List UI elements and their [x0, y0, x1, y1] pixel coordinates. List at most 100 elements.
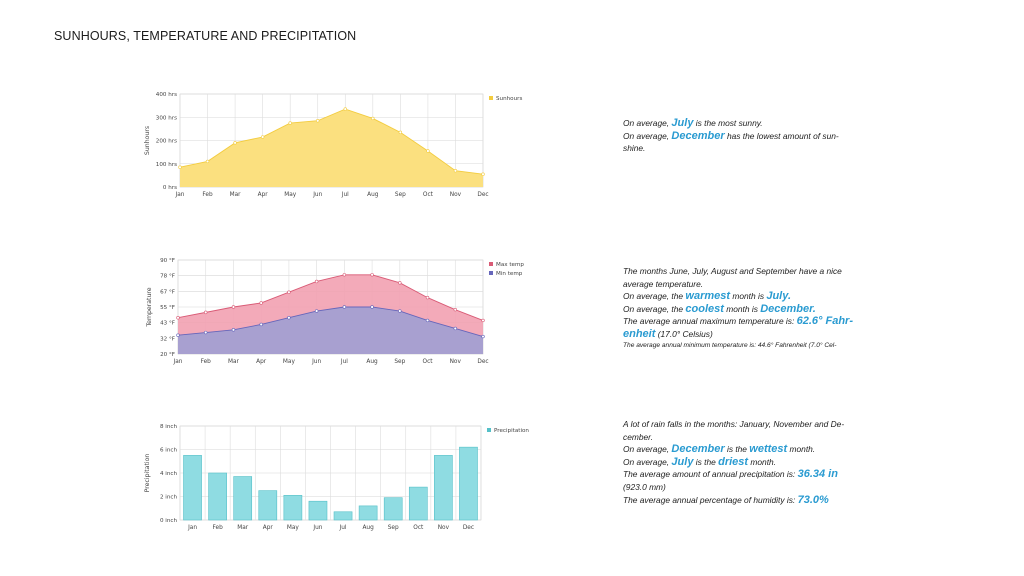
- legend-swatch: [489, 271, 493, 275]
- data-point: [176, 333, 180, 337]
- text: The average amount of annual precipitati…: [623, 469, 798, 480]
- data-point: [233, 141, 237, 145]
- wettest-month: December: [671, 443, 725, 456]
- avg-max-temp: 62.6° Fahr- enheit: [623, 315, 854, 340]
- data-point: [371, 116, 375, 121]
- x-tick-label: Aug: [366, 359, 378, 365]
- bar: [233, 476, 253, 521]
- data-point: [178, 165, 182, 169]
- data-point: [453, 307, 457, 312]
- text: month.: [748, 456, 777, 467]
- x-tick-label: Jul: [339, 525, 347, 531]
- legend-label: Max temp: [496, 262, 524, 268]
- text: On average, the: [623, 303, 686, 314]
- data-point: [453, 326, 457, 331]
- data-point: [342, 305, 347, 309]
- y-axis-title: Precipitation: [144, 454, 151, 493]
- y-tick-label: 78 °F: [160, 274, 175, 280]
- data-point: [425, 295, 430, 300]
- text: On average,: [623, 444, 672, 455]
- x-tick-label: Jan: [187, 525, 197, 531]
- coolest-label: coolest: [685, 302, 724, 315]
- driest-line: On average, July is the driest month.: [623, 456, 863, 469]
- warmest-month: July.: [766, 290, 792, 303]
- data-point: [343, 107, 347, 111]
- x-tick-label: Feb: [201, 359, 212, 365]
- bar: [183, 455, 202, 521]
- data-point: [481, 318, 485, 323]
- x-tick-label: Aug: [362, 525, 374, 531]
- data-point: [426, 149, 430, 153]
- x-tick-label: Sep: [395, 192, 406, 198]
- data-point: [259, 322, 263, 327]
- data-point: [342, 273, 347, 277]
- x-tick-label: Sep: [388, 525, 399, 531]
- bar: [459, 446, 478, 521]
- bar: [283, 495, 303, 521]
- data-point: [370, 305, 374, 309]
- data-point: [398, 130, 403, 135]
- legend-swatch: [489, 262, 493, 266]
- x-tick-label: Mar: [228, 359, 240, 365]
- y-tick-label: 8 inch: [160, 424, 178, 430]
- wettest-label: wettest: [749, 443, 788, 456]
- data-point: [231, 305, 236, 309]
- sunhours-info: On average, July is the most sunny. On a…: [623, 117, 863, 155]
- series-line: [177, 274, 484, 321]
- x-tick-label: Oct: [413, 525, 424, 531]
- data-point: [204, 330, 208, 335]
- bar: [434, 455, 453, 521]
- annual-precip: 36.34 in: [797, 468, 838, 481]
- bar: [333, 511, 353, 521]
- y-tick-label: 20 °F: [160, 352, 175, 358]
- y-tick-label: 67 °F: [160, 289, 175, 295]
- annual-precip-line: The average amount of annual precipitati…: [623, 468, 863, 493]
- x-tick-label: Apr: [258, 192, 269, 198]
- data-point: [481, 334, 485, 339]
- sunhours-chart: 0 hrs 100 hrs 200 hrs 300 hrs 400 hrs Jan Feb M…: [140, 88, 540, 208]
- data-point: [398, 281, 402, 285]
- bar: [358, 505, 378, 521]
- text: The average annual percentage of humidit…: [623, 494, 798, 505]
- avg-max-line: The average annual maximum temperature i…: [623, 315, 863, 340]
- least-sunny-month: December: [671, 129, 725, 142]
- text: The average annual maximum temperature i…: [623, 316, 797, 327]
- legend-label: Precipitation: [494, 428, 529, 434]
- x-tick-label: Jun: [312, 525, 322, 531]
- text: month is: [730, 291, 767, 302]
- x-tick-label: Nov: [450, 192, 462, 198]
- page-title: SUNHOURS, TEMPERATURE AND PRECIPITATION: [54, 29, 357, 43]
- area-fill: [178, 307, 483, 354]
- x-tick-label: Nov: [438, 525, 450, 531]
- y-tick-label: 32 °F: [160, 336, 175, 342]
- data-point: [314, 309, 319, 313]
- x-tick-label: Sep: [394, 359, 405, 365]
- driest-month: July: [671, 455, 694, 468]
- data-point: [176, 316, 180, 320]
- y-tick-label: 4 inch: [160, 471, 178, 477]
- data-point: [287, 290, 291, 294]
- x-tick-label: Oct: [423, 359, 434, 365]
- x-tick-label: Dec: [463, 525, 474, 531]
- y-axis-title: Temperature: [146, 287, 153, 327]
- sunhours-chart-svg: 0 hrs 100 hrs 200 hrs 300 hrs 400 hrs Jan Feb M…: [144, 92, 522, 198]
- warmest-line: On average, the warmest month is July.: [623, 290, 863, 303]
- y-tick-label: 0 inch: [160, 518, 178, 524]
- warmest-label: warmest: [685, 290, 731, 303]
- area-fill: [180, 109, 483, 187]
- x-tick-label: Jun: [312, 192, 322, 198]
- data-point: [314, 279, 319, 284]
- temperature-chart: 20 °F 32 °F 43 °F 55 °F 67 °F 78 °F 90 °F Jan Fe…: [140, 252, 545, 372]
- wettest-line: On average, December is the wettest mont…: [623, 443, 863, 456]
- text: On average,: [623, 130, 672, 141]
- text: is the: [693, 456, 719, 467]
- series-line: [177, 306, 484, 337]
- driest-label: driest: [718, 455, 749, 468]
- series-line: [179, 108, 484, 175]
- rainy-months-line: A lot of rain falls in the months: Janua…: [623, 419, 845, 442]
- avg-min-line: The average annual minimum temperature i…: [623, 341, 837, 349]
- humidity-line: The average annual percentage of humidit…: [623, 494, 863, 507]
- y-tick-label: 200 hrs: [156, 139, 177, 145]
- bar: [258, 490, 278, 521]
- bar: [208, 472, 227, 521]
